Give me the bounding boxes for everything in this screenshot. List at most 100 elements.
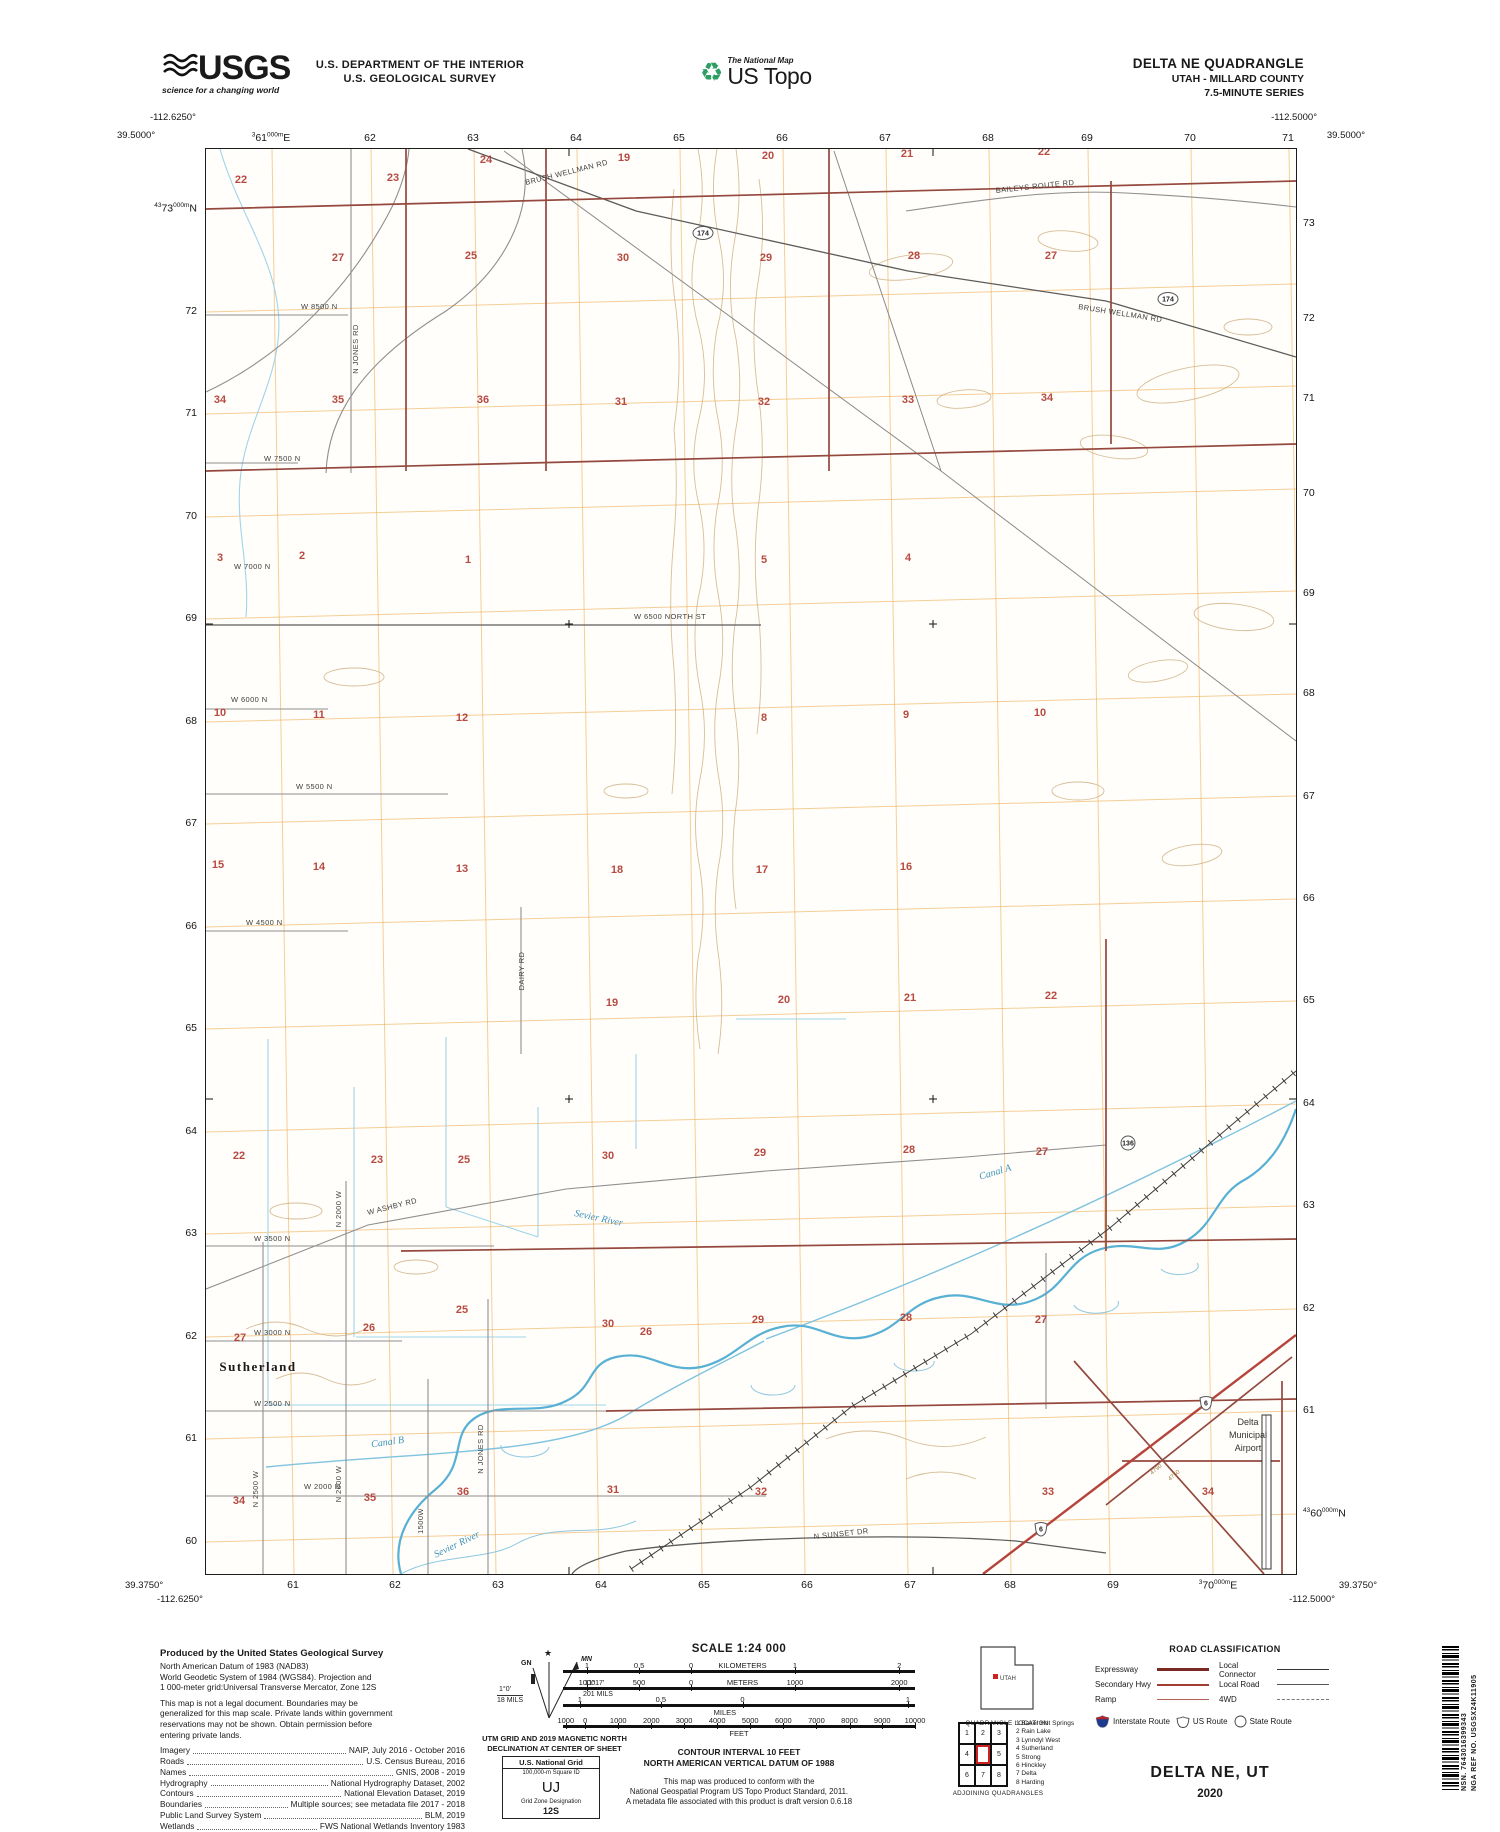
grid-axis-label: 66	[1303, 892, 1315, 904]
corner-longitude-br: -112.5000°	[1289, 1594, 1335, 1605]
road-label: W 6000 N	[231, 695, 268, 704]
nsn-number: NSN. 7643016399343	[1461, 1712, 1468, 1791]
grid-axis-label: 68	[982, 132, 994, 144]
grid-axis-label: 70	[185, 510, 197, 522]
contour-lines	[245, 149, 1275, 1480]
road-label: N JONES RD	[476, 1424, 485, 1474]
section-number: 26	[363, 1322, 375, 1334]
section-number: 22	[235, 174, 247, 186]
section-number: 34	[214, 394, 227, 406]
section-number: 10	[214, 707, 226, 719]
road-class-row: Secondary Hwy Local Road	[1095, 1677, 1355, 1692]
local-roads	[206, 149, 1296, 1574]
usng-square-id: UJ	[541, 1779, 561, 1796]
corner-latitude-tr: 39.5000°	[1326, 130, 1365, 141]
section-number: 8	[761, 712, 767, 724]
road-class-row: Expressway Local Connector	[1095, 1661, 1355, 1679]
road-label: W 4500 N	[246, 918, 283, 927]
grid-axis-labels: 361000mE 62 63 64 65 66 67 68 69 70 71 61 62 63 64 65 66…	[154, 132, 1346, 1592]
route-oval	[1157, 292, 1179, 306]
grid-axis-label: 65	[185, 1022, 197, 1034]
grid-axis-label: 68	[1303, 687, 1315, 699]
airport-label: Municipal	[1229, 1430, 1267, 1440]
adjoining-cell: 7	[975, 1765, 991, 1786]
credit-row: Boundaries Multiple sources; see metadata…	[160, 1799, 465, 1810]
section-number: 14	[313, 861, 326, 873]
state-route-circle-icon	[1234, 1715, 1247, 1728]
grid-axis-label: 68	[1004, 1579, 1016, 1591]
grid-axis-label: 71	[185, 407, 197, 419]
section-number: 31	[607, 1484, 619, 1496]
sheet-name-block: DELTA NE, UT 2020	[1110, 1764, 1310, 1800]
scale-bar: 1000 500 0 1000 2000 METERS	[563, 1678, 915, 1695]
scale-bar: 1 0.5 0 1 MILES	[563, 1695, 915, 1717]
grid-axis-label: 69	[1303, 587, 1315, 599]
section-number: 23	[371, 1154, 383, 1166]
section-number: 26	[640, 1326, 652, 1338]
section-number: 34	[1041, 392, 1054, 404]
road-label: N JONES RD	[351, 324, 360, 374]
credit-row: Public Land Survey System BLM, 2019	[160, 1809, 465, 1820]
grid-axis-label: 66	[185, 920, 197, 932]
adjoining-cell: 6	[959, 1765, 975, 1786]
section-number: 5	[761, 554, 767, 566]
road-label: W 6500 NORTH ST	[634, 612, 706, 621]
interstate-shield-icon	[1095, 1715, 1110, 1728]
state-route-legend: State Route	[1234, 1715, 1292, 1728]
usng-zone: 12S	[542, 1806, 559, 1816]
credit-row: Contours National Elevation Dataset, 2019	[160, 1788, 465, 1799]
adjoining-cell: 3	[991, 1723, 1007, 1744]
grid-axis-label: 71	[1282, 132, 1294, 144]
road-label: W 8500 N	[301, 302, 338, 311]
hydrography-canals	[219, 149, 1296, 1468]
quad-marker	[993, 1674, 998, 1679]
us-route-legend: US Route	[1176, 1715, 1228, 1728]
grid-axis-label: 64	[1303, 1097, 1315, 1109]
route-oval	[692, 226, 714, 240]
grid-axis-label: 64	[570, 132, 582, 144]
gn-degrees: 1°0′	[499, 1686, 511, 1693]
adjoining-cell: 4	[959, 1744, 975, 1765]
airport-label: Airport	[1235, 1443, 1262, 1453]
section-number: 11	[313, 709, 325, 721]
grid-axis-label: 64	[185, 1125, 197, 1137]
road-label: N 2500 W	[251, 1470, 260, 1507]
section-number: 32	[755, 1486, 767, 1498]
svg-text:6: 6	[1204, 1401, 1208, 1408]
corner-longitude-tr: -112.5000°	[1271, 112, 1317, 123]
grid-axis-label: 67	[879, 132, 891, 144]
section-number: 35	[332, 394, 344, 406]
us-route-shield	[1034, 1522, 1048, 1537]
grid-axis-label: 61	[287, 1579, 299, 1591]
map-frame: 174 174 6 6 136 22 23 24 19 20 21 22 27 25 30 29 28 27 34…	[117, 112, 1377, 1605]
grid-axis-label: 71	[1303, 392, 1315, 404]
grid-axis-label: 62	[364, 132, 376, 144]
utah-outline	[980, 1646, 1034, 1710]
ustopo-recycle-icon: ♻	[700, 56, 724, 87]
section-number: 29	[754, 1147, 766, 1159]
grid-axis-label: 64	[595, 1579, 607, 1591]
road-class-row: Ramp 4WD	[1095, 1692, 1355, 1707]
nga-ref-number: NGA REF NO. USGSX24K11905	[1471, 1674, 1478, 1791]
road-label: W 2000 N	[304, 1482, 341, 1491]
section-number: 30	[617, 252, 629, 264]
sevier-river	[397, 1108, 1296, 1574]
section-number: 18	[611, 864, 623, 876]
section-number: 33	[1042, 1486, 1054, 1498]
scale-bar: 1 0.5 0 1 2 KILOMETERS	[563, 1661, 915, 1678]
road-label: N 2000 W	[334, 1190, 343, 1227]
section-number: 30	[602, 1318, 614, 1330]
section-number: 30	[602, 1150, 614, 1162]
graticule-ticks	[206, 149, 1296, 1574]
section-number: 36	[477, 394, 489, 406]
quadrangle-title: DELTA NE QUADRANGLE UTAH - MILLARD COUNT…	[1132, 56, 1304, 99]
grid-axis-label: 66	[801, 1579, 813, 1591]
produced-by: Produced by the United States Geological…	[160, 1648, 384, 1659]
adjoining-cell: 8	[991, 1765, 1007, 1786]
section-number: 35	[364, 1492, 376, 1504]
section-number: 27	[1036, 1146, 1048, 1158]
grid-axis-label: 72	[185, 305, 197, 317]
